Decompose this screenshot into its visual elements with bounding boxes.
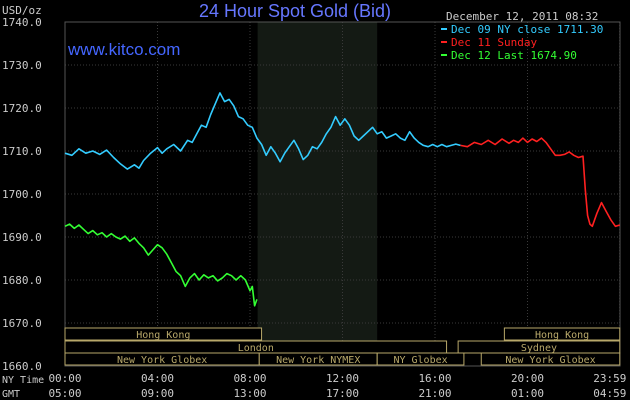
y-tick-labels: 1660.0 1670.0 1680.0 1690.0 1700.0 1710.0 1720… — [2, 16, 42, 373]
market-session-box — [503, 327, 621, 341]
market-session-box — [480, 352, 621, 366]
price-line — [64, 92, 461, 170]
legend-entry: Dec 12 Last 1674.90 — [451, 49, 577, 62]
gmt-time-tick: 04:59 — [593, 387, 626, 400]
y-tick-label: 1680.0 — [2, 274, 42, 287]
market-session-label: New York Globex — [117, 355, 207, 366]
y-tick-label: 1720.0 — [2, 102, 42, 115]
y-tick-label: 1740.0 — [2, 16, 42, 29]
price-line — [460, 137, 621, 228]
market-session-box — [376, 352, 465, 366]
time-axis-labels: NY Time GMT 00:00 04:00 08:00 12:00 16:00 20:00… — [2, 372, 626, 400]
market-session-label: London — [238, 343, 274, 354]
gmt-time-tick: 09:00 — [141, 387, 174, 400]
ny-time-tick: 20:00 — [511, 372, 544, 385]
ny-time-tick: 00:00 — [48, 372, 81, 385]
market-session-label: New York NYMEX — [276, 355, 360, 366]
gmt-time-tick: 17:00 — [326, 387, 359, 400]
plot-frame — [64, 21, 621, 367]
market-session-label: Hong Kong — [136, 330, 190, 341]
gmt-label: GMT — [2, 389, 20, 400]
gmt-time-tick: 13:00 — [233, 387, 266, 400]
ny-time-label: NY Time — [2, 375, 44, 386]
y-axis-unit-label: USD/oz — [2, 4, 42, 17]
grid-lines — [64, 21, 621, 367]
gmt-time-tick: 21:00 — [418, 387, 451, 400]
price-line — [64, 223, 258, 307]
ny-time-tick: 23:59 — [593, 372, 626, 385]
y-tick-label: 1730.0 — [2, 59, 42, 72]
ny-time-tick: 08:00 — [233, 372, 266, 385]
legend-entry: Dec 11 Sunday — [451, 36, 537, 49]
y-tick-label: 1660.0 — [2, 360, 42, 373]
y-tick-label: 1690.0 — [2, 231, 42, 244]
ny-time-tick: 04:00 — [141, 372, 174, 385]
market-session-box — [64, 327, 263, 341]
market-session-label: Hong Kong — [535, 330, 589, 341]
market-session-label: New York Globex — [505, 355, 595, 366]
y-tick-label: 1670.0 — [2, 317, 42, 330]
kitco-url[interactable]: www.kitco.com — [67, 40, 180, 59]
market-session-label: NY Globex — [393, 355, 447, 366]
gmt-time-tick: 05:00 — [48, 387, 81, 400]
legend-entry: Dec 09 NY close 1711.30 — [451, 23, 603, 36]
chart-title: 24 Hour Spot Gold (Bid) — [199, 1, 391, 21]
y-tick-label: 1700.0 — [2, 188, 42, 201]
ny-time-tick: 16:00 — [418, 372, 451, 385]
price-series-lines — [64, 92, 621, 307]
ny-time-tick: 12:00 — [326, 372, 359, 385]
gmt-time-tick: 01:00 — [511, 387, 544, 400]
timestamp: December 12, 2011 08:32 — [446, 10, 598, 23]
market-session-label: Sydney — [521, 343, 557, 354]
y-tick-label: 1710.0 — [2, 145, 42, 158]
